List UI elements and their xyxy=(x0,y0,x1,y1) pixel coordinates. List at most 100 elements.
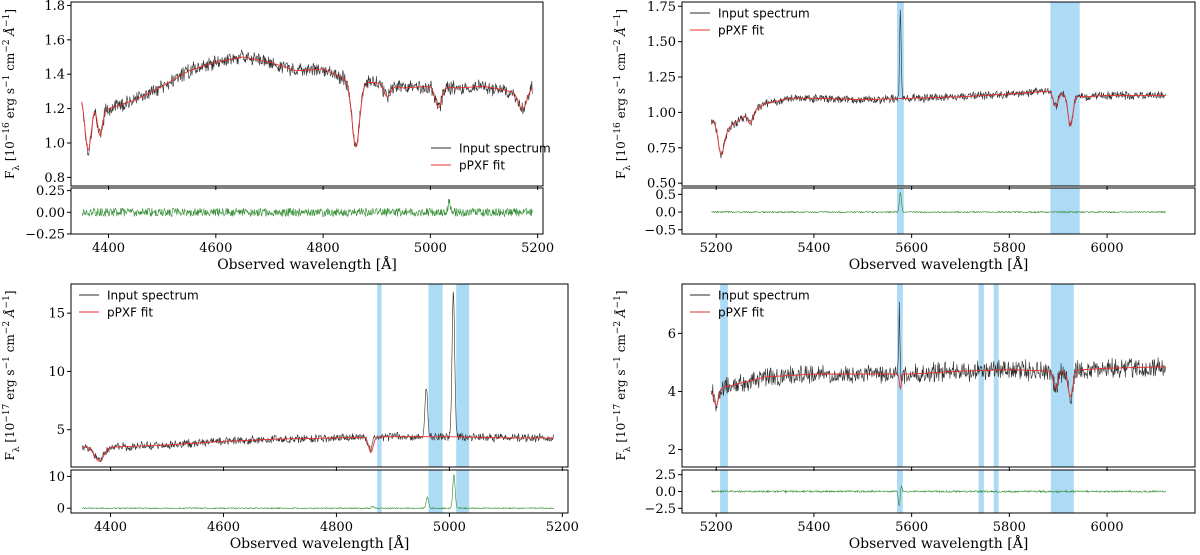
x-tick-label: 6000 xyxy=(1091,241,1124,256)
panel-top-left: 4400 4600 4800 5000 5200 Observed wavelength … xyxy=(2,0,554,273)
residual-y-tick-label: −0.5 xyxy=(644,223,676,238)
ppxf-fit-line xyxy=(81,56,533,151)
y-label-angstrom-exp: −1 xyxy=(2,295,12,308)
main-axes-frame xyxy=(70,1,544,187)
y-label-units-exp: −1 xyxy=(613,75,623,88)
mask-band-0 xyxy=(896,2,904,186)
y-label-scale: [10 xyxy=(3,141,17,165)
residual-y-tick-label: 0.5 xyxy=(655,188,676,203)
y-label-units: erg s xyxy=(3,88,17,122)
x-tick-label: 4800 xyxy=(320,520,353,535)
residual-line xyxy=(711,485,1166,507)
y-label-units: erg s xyxy=(614,88,628,122)
residual-mask-band-3 xyxy=(993,470,999,513)
y-label-sub: λ xyxy=(12,165,22,171)
ppxf-fit-line xyxy=(82,436,554,462)
y-label-close: ] xyxy=(3,290,17,295)
y-label-angstrom-exp: −1 xyxy=(613,295,623,308)
main-axes-frame xyxy=(681,283,1196,468)
main-axes-frame xyxy=(681,1,1196,187)
y-label-scale-exp: −17 xyxy=(2,403,12,422)
y-label-cm: cm xyxy=(3,334,17,357)
x-axis-label: Observed wavelength [Å] xyxy=(217,255,397,273)
mask-band-4 xyxy=(1050,284,1074,467)
y-axis-label: Fλ [10−17 erg s−1 cm−2 Å−1] xyxy=(613,290,633,460)
y-axis-label: Fλ [10−17 erg s−1 cm−2 Å−1] xyxy=(2,290,22,460)
x-tick-label: 5000 xyxy=(414,241,447,256)
panel-top-right: 5200 5400 5600 5800 6000 Observed wavelength … xyxy=(613,0,1196,273)
residual-y-tick-label: 0 xyxy=(57,502,65,517)
x-axis-label: Observed wavelength [Å] xyxy=(230,534,410,552)
y-label-units: erg s xyxy=(614,369,628,403)
y-label-cm-exp: −2 xyxy=(613,321,623,334)
legend-label-input: Input spectrum xyxy=(107,289,199,303)
y-label-cm-exp: −2 xyxy=(613,39,623,52)
y-label-close: ] xyxy=(614,290,628,295)
residual-axes-frame xyxy=(70,187,544,235)
mask-band-2 xyxy=(456,284,470,467)
y-label-units-exp: −1 xyxy=(2,75,12,88)
ppxf-fit-line xyxy=(711,90,1166,155)
y-label-cm: cm xyxy=(3,52,17,75)
y-tick-label: 6 xyxy=(668,327,676,342)
residual-y-tick-label: 10 xyxy=(48,470,65,485)
residual-mask-band-1 xyxy=(896,470,903,513)
y-tick-label: 4 xyxy=(668,385,676,400)
legend-label-fit: pPXF fit xyxy=(718,306,764,320)
panel-bottom-left: 4400 4600 4800 5000 5200 Observed wavelength … xyxy=(2,283,579,552)
residual-y-tick-label: −0.25 xyxy=(25,228,65,243)
residual-axes-frame xyxy=(70,469,569,514)
y-tick-label: 1.00 xyxy=(647,106,676,121)
y-label-f: F xyxy=(3,452,17,460)
x-tick-label: 4600 xyxy=(199,241,232,256)
x-tick-label: 5200 xyxy=(700,241,733,256)
legend-label-input: Input spectrum xyxy=(718,289,810,303)
y-label-angstrom: Å xyxy=(613,27,628,39)
residual-mask-band-0 xyxy=(377,470,382,513)
x-tick-label: 5200 xyxy=(521,241,554,256)
y-label-sub: λ xyxy=(623,446,633,452)
residual-mask-band-1 xyxy=(428,470,443,513)
y-tick-label: 1.2 xyxy=(44,102,65,117)
mask-band-1 xyxy=(428,284,443,467)
y-label-cm: cm xyxy=(614,52,628,75)
x-tick-label: 4400 xyxy=(94,520,127,535)
y-label-f: F xyxy=(3,171,17,179)
y-tick-label: 1.6 xyxy=(44,33,65,48)
input-spectrum-line xyxy=(711,9,1166,159)
y-tick-label: 1.8 xyxy=(44,0,65,14)
y-tick-label: 5 xyxy=(57,423,65,438)
x-tick-label: 4400 xyxy=(92,241,125,256)
y-label-cm: cm xyxy=(614,334,628,357)
y-tick-label: 1.4 xyxy=(44,68,65,83)
residual-mask-band-0 xyxy=(720,470,728,513)
y-label-sub: λ xyxy=(623,165,633,171)
legend-label-fit: pPXF fit xyxy=(107,306,153,320)
y-label-scale: [10 xyxy=(614,423,628,447)
legend-label-fit: pPXF fit xyxy=(459,159,505,173)
y-label-f: F xyxy=(614,171,628,179)
panel-bottom-right: 5200 5400 5600 5800 6000 Observed wavelength … xyxy=(613,283,1196,552)
residual-mask-band-2 xyxy=(456,470,470,513)
y-tick-label: 0.75 xyxy=(647,141,676,156)
y-tick-label: 1.50 xyxy=(647,35,676,50)
ppxf-fit-line xyxy=(710,366,1166,406)
residual-mask-band-1 xyxy=(1050,188,1080,234)
y-label-scale: [10 xyxy=(3,423,17,447)
legend-label-input: Input spectrum xyxy=(718,7,810,21)
y-label-cm-exp: −2 xyxy=(2,321,12,334)
y-tick-label: 0.50 xyxy=(647,177,676,192)
y-tick-label: 1.0 xyxy=(44,137,65,152)
residual-y-tick-label: 0.0 xyxy=(655,485,676,500)
y-axis-label: Fλ [10−16 erg s−1 cm−2 Å−1] xyxy=(2,9,22,179)
x-tick-label: 5600 xyxy=(895,241,928,256)
x-tick-label: 5800 xyxy=(993,520,1026,535)
y-label-cm-exp: −2 xyxy=(2,39,12,52)
legend-label-input: Input spectrum xyxy=(459,142,551,156)
residual-mask-band-0 xyxy=(896,188,904,234)
residual-y-tick-label: 0.25 xyxy=(36,184,65,199)
mask-band-2 xyxy=(978,284,984,467)
x-axis-label: Observed wavelength [Å] xyxy=(849,534,1029,552)
y-axis-label: Fλ [10−16 erg s−1 cm−2 Å−1] xyxy=(613,9,633,179)
y-label-angstrom-exp: −1 xyxy=(613,14,623,27)
